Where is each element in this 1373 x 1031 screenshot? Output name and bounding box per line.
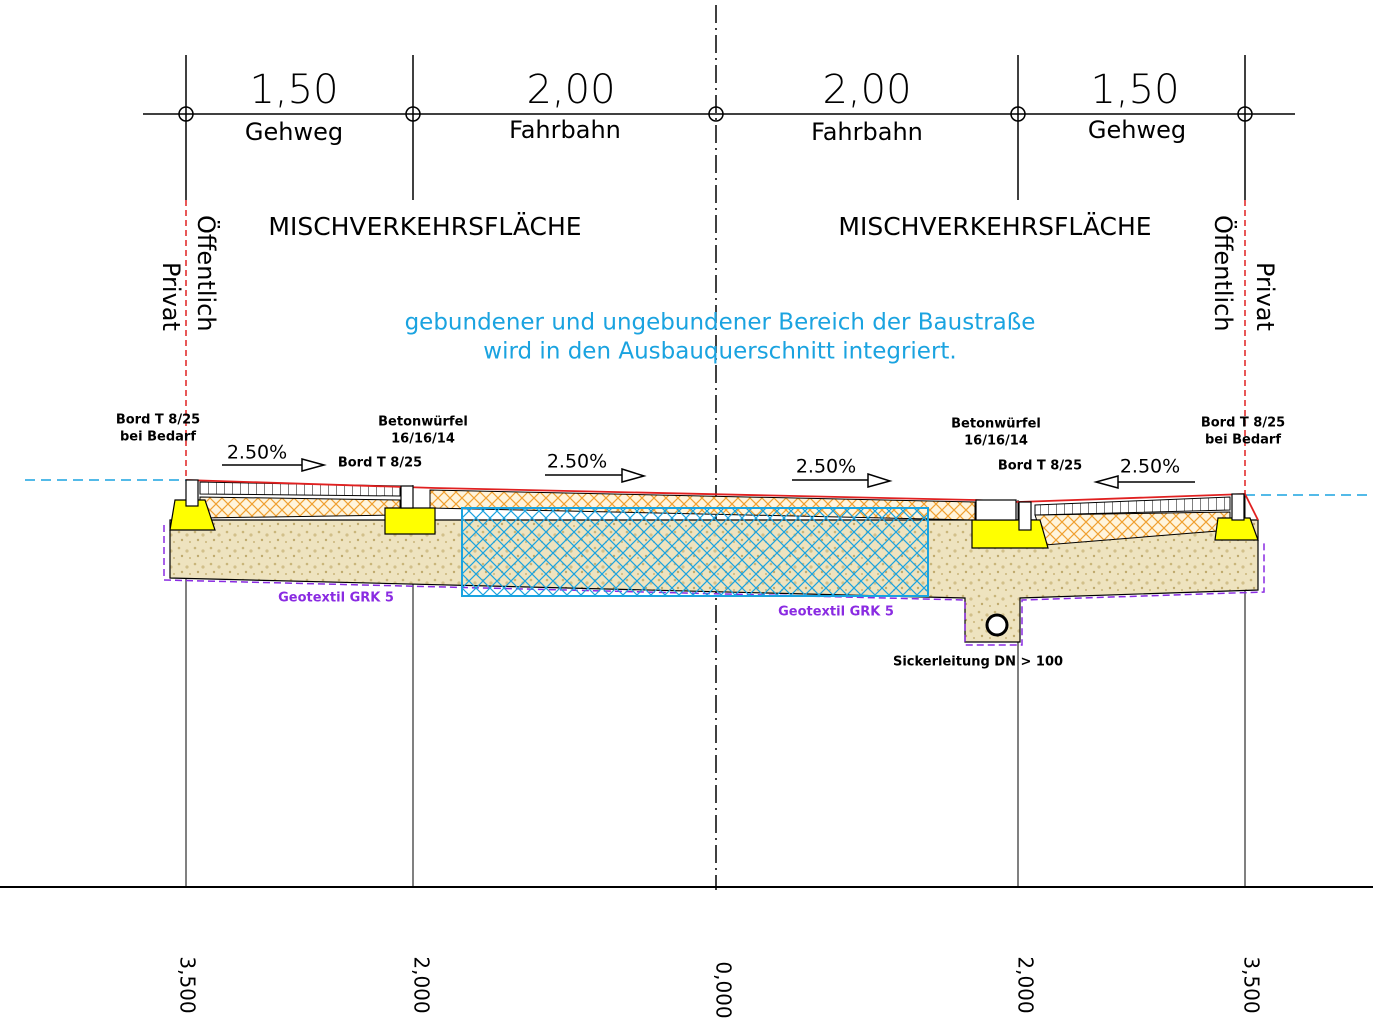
label: Bord T 8/25	[998, 459, 1082, 474]
pavement	[163, 479, 1265, 646]
dimension-label: Fahrbahn	[509, 116, 621, 144]
label: Bord T 8/25	[116, 413, 200, 428]
zone: MISCHVERKEHRSFLÄCHE	[268, 212, 581, 241]
label: Betonwürfel	[951, 417, 1041, 432]
label: Bord T 8/25	[1201, 416, 1285, 431]
geotextile-label: Geotextil GRK 5	[278, 591, 394, 606]
station: 3,500	[176, 956, 200, 1013]
station: 2,000	[410, 956, 434, 1013]
dimension: 2,00	[526, 67, 615, 113]
boundary-lines	[25, 200, 1373, 496]
note: gebundener und ungebundener Bereich der …	[405, 310, 1036, 336]
boundary-label: Privat	[1251, 262, 1279, 331]
note: wird in den Ausbauquerschnitt integriert…	[483, 339, 956, 365]
slope: 2.50%	[796, 456, 856, 478]
dimension-label: Fahrbahn	[811, 118, 923, 146]
dimension: 1,50	[1090, 67, 1179, 113]
label: Bord T 8/25	[338, 456, 422, 471]
slope: 2.50%	[227, 442, 287, 464]
label: bei Bedarf	[1205, 433, 1281, 448]
slope-arrows	[222, 458, 1195, 489]
texts: 1,50 Gehweg 2,00 Fahrbahn 2,00 Fahrbahn …	[116, 67, 1285, 1019]
label: 16/16/14	[391, 432, 455, 447]
label: Betonwürfel	[378, 415, 468, 430]
label: 16/16/14	[964, 434, 1028, 449]
station: 2,000	[1014, 956, 1038, 1013]
layout-lines	[0, 5, 1373, 890]
slope: 2.50%	[1120, 456, 1180, 478]
boundary-label: Privat	[157, 262, 185, 331]
slope: 2.50%	[547, 451, 607, 473]
label: bei Bedarf	[120, 430, 196, 445]
station: 3,500	[1240, 956, 1264, 1013]
dimension-label: Gehweg	[245, 118, 343, 146]
boundary-label: Öffentlich	[192, 215, 221, 332]
drain-label: Sickerleitung DN > 100	[893, 655, 1063, 670]
dimension: 1,50	[249, 67, 338, 113]
dimension: 2,00	[822, 67, 911, 113]
dimension-label: Gehweg	[1088, 116, 1186, 144]
station: 0,000	[712, 961, 736, 1018]
zone: MISCHVERKEHRSFLÄCHE	[838, 212, 1151, 241]
boundary-label: Öffentlich	[1209, 215, 1238, 332]
geotextile-label: Geotextil GRK 5	[778, 605, 894, 620]
